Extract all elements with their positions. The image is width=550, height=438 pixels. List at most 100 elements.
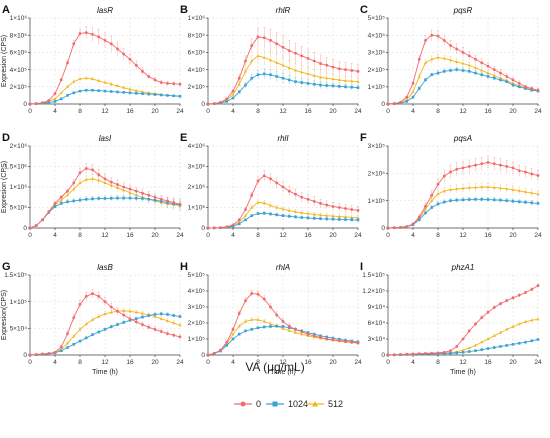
data-point (350, 69, 354, 72)
data-point (417, 87, 421, 90)
data-point (449, 44, 452, 47)
y-tick-label: 1.2×10⁵ (362, 288, 385, 295)
x-tick-label: 20 (509, 108, 517, 115)
data-point (499, 163, 502, 167)
data-point (480, 198, 484, 201)
x-tick-label: 0 (28, 232, 32, 239)
data-point (47, 352, 51, 355)
data-point (430, 199, 434, 202)
data-point (331, 65, 335, 69)
data-point (159, 330, 163, 333)
data-point (231, 337, 235, 341)
data-point (256, 292, 260, 296)
data-point (411, 222, 415, 226)
data-point (78, 302, 82, 306)
y-tick-label: 3×10⁵ (188, 304, 206, 311)
series-1024 (28, 194, 182, 230)
panel-title-g: lasB (97, 263, 113, 272)
x-tick-label: 20 (509, 359, 517, 366)
panel-letter-a: A (2, 4, 10, 16)
data-point (536, 284, 540, 288)
data-point (225, 340, 229, 344)
data-point (41, 218, 44, 222)
data-point (250, 214, 254, 217)
data-point (517, 200, 521, 204)
data-point (530, 318, 534, 322)
data-point (399, 100, 402, 104)
x-tick-label: 20 (509, 232, 517, 239)
y-tick-label: 1.5×10⁵ (362, 272, 385, 279)
data-point (262, 297, 266, 301)
data-point (442, 189, 446, 193)
x-tick-label: 12 (279, 108, 287, 115)
y-tick-label: 3×10⁵ (368, 50, 386, 57)
data-point (319, 83, 322, 87)
data-point (294, 331, 297, 334)
data-point (28, 226, 32, 230)
data-point (244, 214, 247, 217)
data-point (517, 189, 521, 192)
data-point (356, 218, 360, 222)
data-point (250, 328, 254, 331)
data-point (134, 63, 138, 67)
data-point (78, 198, 82, 202)
data-point (319, 62, 322, 65)
data-point (430, 351, 434, 355)
series-0 (386, 283, 540, 357)
data-point (536, 174, 540, 177)
data-point (356, 208, 360, 212)
data-point (524, 190, 527, 194)
data-point (319, 213, 322, 217)
data-point (172, 82, 176, 86)
data-point (231, 89, 235, 93)
data-point (287, 329, 291, 332)
data-point (405, 95, 409, 99)
data-point (405, 100, 409, 103)
data-point (436, 34, 440, 38)
data-point (237, 76, 241, 80)
x-tick-label: 0 (28, 359, 32, 366)
data-point (256, 326, 260, 330)
data-point (237, 90, 241, 94)
data-point (524, 85, 527, 89)
data-point (511, 343, 515, 346)
data-point (66, 85, 69, 88)
y-tick-label: 4×10⁵ (368, 32, 386, 39)
x-axis-label: Time (h) (92, 369, 118, 376)
data-point (505, 80, 509, 83)
data-point (486, 347, 490, 350)
x-axis-label: Time (h) (270, 369, 296, 376)
data-point (474, 185, 477, 189)
data-point (262, 55, 266, 59)
data-point (511, 78, 515, 82)
data-point (505, 299, 509, 302)
data-point (356, 341, 360, 345)
data-point (399, 353, 402, 356)
data-point (455, 198, 459, 202)
data-point (356, 69, 360, 73)
data-point (486, 75, 490, 78)
data-point (424, 38, 427, 42)
panel-letter-e: E (180, 132, 187, 144)
data-point (275, 324, 279, 328)
x-tick-label: 4 (411, 359, 415, 366)
data-point (172, 314, 176, 317)
data-point (269, 203, 272, 207)
data-point (287, 215, 291, 218)
data-point (128, 196, 132, 200)
data-point (84, 178, 88, 181)
data-point (455, 47, 459, 51)
data-point (141, 191, 144, 195)
y-tick-label: 2×10⁵ (188, 320, 206, 327)
data-point (159, 312, 163, 316)
data-point (480, 316, 484, 320)
series-0 (206, 289, 360, 357)
data-point (281, 185, 285, 189)
data-point (536, 338, 540, 341)
data-point (53, 92, 57, 96)
data-point (467, 165, 471, 168)
y-tick-label: 3×10⁵ (368, 143, 386, 150)
data-point (306, 332, 310, 336)
series-0 (206, 170, 360, 230)
